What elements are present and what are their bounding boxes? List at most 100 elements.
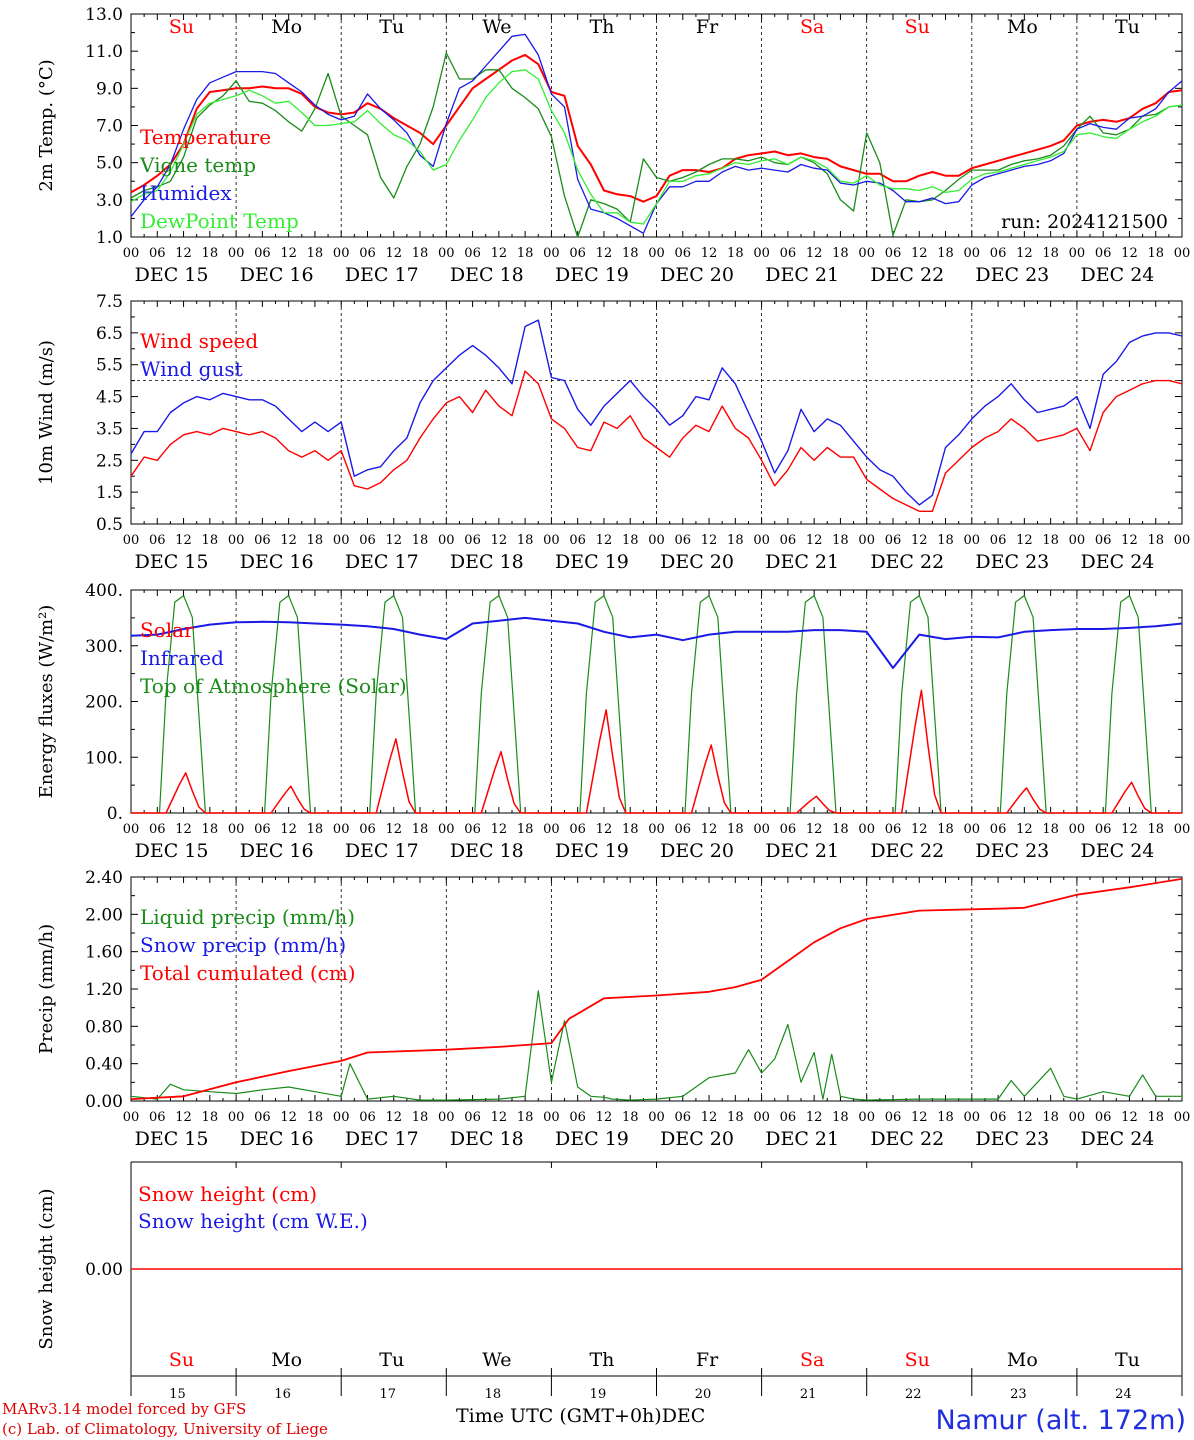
hour-tick-label: 06 (990, 822, 1007, 837)
hour-tick-label: 06 (885, 246, 902, 261)
hour-tick-label: 12 (1016, 246, 1033, 261)
hour-tick-label: 12 (596, 822, 613, 837)
hour-tick-label: 06 (464, 246, 481, 261)
hour-tick-label: 18 (622, 533, 639, 548)
day-name: Mo (271, 1349, 302, 1371)
date-label: DEC 19 (555, 551, 629, 573)
hour-tick-label: 00 (228, 533, 245, 548)
hour-tick-label: 12 (175, 246, 192, 261)
day-number: 24 (1115, 1387, 1132, 1402)
hour-tick-label: 12 (385, 1110, 402, 1125)
hour-tick-label: 06 (1095, 822, 1112, 837)
hour-axis: 00 06 12 18 00 06 12 18 00 06 12 18 00 06 12 18 00 06 12 18… (123, 533, 1191, 573)
hour-tick-label: 06 (569, 822, 586, 837)
hour-tick-label: 06 (675, 822, 692, 837)
date-label: DEC 15 (135, 264, 209, 286)
time-axis-title: Time UTC (GMT+0h)DEC (456, 1405, 705, 1427)
day-names-bottom: Su Mo Tu We Th Fr Sa Su Mo Tu (169, 1349, 1140, 1371)
date-label: DEC 21 (765, 264, 839, 286)
y-tick-label: 6.5 (96, 324, 123, 344)
hour-tick-label: 18 (202, 533, 219, 548)
day-number: 22 (905, 1387, 922, 1402)
plot-frame (130, 300, 1183, 525)
hour-tick-label: 00 (964, 1110, 981, 1125)
date-label: DEC 24 (1081, 1128, 1155, 1150)
series-line-total-cumulated (130, 878, 1183, 1100)
plot-frame (130, 589, 1183, 814)
date-label: DEC 22 (870, 840, 944, 862)
hour-tick-label: 12 (806, 533, 823, 548)
hour-tick-label: 06 (464, 1110, 481, 1125)
y-axis-label: 10m Wind (m/s) (36, 340, 57, 485)
hour-tick-label: 12 (1121, 1110, 1138, 1125)
hour-tick-label: 18 (517, 1110, 534, 1125)
date-label: DEC 20 (660, 840, 734, 862)
day-number: 16 (274, 1387, 291, 1402)
hour-tick-label: 18 (727, 533, 744, 548)
hour-tick-label: 18 (1042, 822, 1059, 837)
y-tick-label: 1.60 (85, 943, 123, 963)
hour-axis: 00 06 12 18 00 06 12 18 00 06 12 18 00 06 12 18 00 06 12 18… (123, 822, 1191, 862)
day-name: Mo (1007, 1349, 1038, 1371)
date-label: DEC 23 (975, 264, 1049, 286)
y-tick-label: 2.00 (85, 905, 123, 925)
hour-tick-label: 18 (937, 822, 954, 837)
y-tick-label: 3.5 (96, 419, 123, 439)
y-tick-label: 5.5 (96, 356, 123, 376)
hour-tick-label: 00 (648, 533, 665, 548)
hour-tick-label: 12 (175, 533, 192, 548)
hour-tick-label: 00 (858, 822, 875, 837)
hour-tick-label: 00 (438, 246, 455, 261)
hour-tick-label: 00 (964, 822, 981, 837)
date-label: DEC 22 (870, 551, 944, 573)
day-name: Su (905, 1349, 930, 1371)
hour-tick-label: 00 (543, 533, 560, 548)
series-line-solar (131, 689, 1182, 814)
hour-tick-label: 06 (780, 246, 797, 261)
hour-tick-label: 18 (937, 1110, 954, 1125)
hour-tick-label: 06 (464, 822, 481, 837)
y-tick-label: 7.5 (96, 292, 123, 312)
date-label: DEC 16 (240, 551, 314, 573)
y-tick-label: 9.0 (96, 79, 123, 99)
hour-tick-label: 12 (911, 822, 928, 837)
hour-tick-label: 12 (175, 822, 192, 837)
y-tick-label: 7.0 (96, 117, 123, 137)
time-axis-label: Time UTC (GMT+0h) (456, 1405, 662, 1427)
day-number: 18 (485, 1387, 502, 1402)
hour-tick-label: 00 (964, 246, 981, 261)
hour-tick-label: 06 (359, 822, 376, 837)
date-label: DEC 22 (870, 1128, 944, 1150)
y-axis-label: Energy fluxes (W/m²) (36, 605, 57, 799)
hour-tick-label: 18 (1147, 246, 1164, 261)
date-label: DEC 17 (345, 1128, 419, 1150)
hour-tick-label: 06 (464, 533, 481, 548)
date-label: DEC 19 (555, 840, 629, 862)
hour-tick-label: 06 (359, 533, 376, 548)
date-label: DEC 17 (345, 264, 419, 286)
hour-tick-label: 12 (1121, 533, 1138, 548)
legend-entry: Vigne temp (139, 153, 256, 177)
panel-wind: 0.5 1.5 2.5 3.5 4.5 5.5 6.5 7.5 10m Wind (m/s) Wi… (36, 292, 1183, 535)
series-line-wind-gust (130, 319, 1183, 506)
y-tick-label: 1.5 (96, 483, 123, 503)
y-tick-label: 11.0 (85, 42, 123, 62)
y-tick-label: 100. (85, 748, 123, 768)
hour-tick-label: 00 (858, 533, 875, 548)
panel-energy: 0. 100. 200. 300. 400. Energy fluxes (W/m²) So… (36, 581, 1183, 824)
hour-tick-label: 00 (753, 533, 770, 548)
date-label: DEC 24 (1081, 840, 1155, 862)
day-name: Fr (696, 1349, 719, 1371)
date-label: DEC 18 (450, 840, 524, 862)
panel-precip: 0.00 0.40 0.80 1.20 1.60 2.00 2.40 Precip (mm/h… (36, 868, 1183, 1112)
y-tick-label: 5.0 (96, 154, 123, 174)
day-name: Tu (1115, 1349, 1140, 1371)
hour-axis: 00 06 12 18 00 06 12 18 00 06 12 18 00 06 12 18 00 06 12 18… (123, 246, 1191, 286)
day-number: 23 (1010, 1387, 1027, 1402)
day-number: 19 (590, 1387, 607, 1402)
hour-tick-label: 12 (491, 822, 508, 837)
hour-tick-label: 12 (806, 822, 823, 837)
y-tick-label: 400. (85, 581, 123, 601)
hour-tick-label: 18 (727, 246, 744, 261)
